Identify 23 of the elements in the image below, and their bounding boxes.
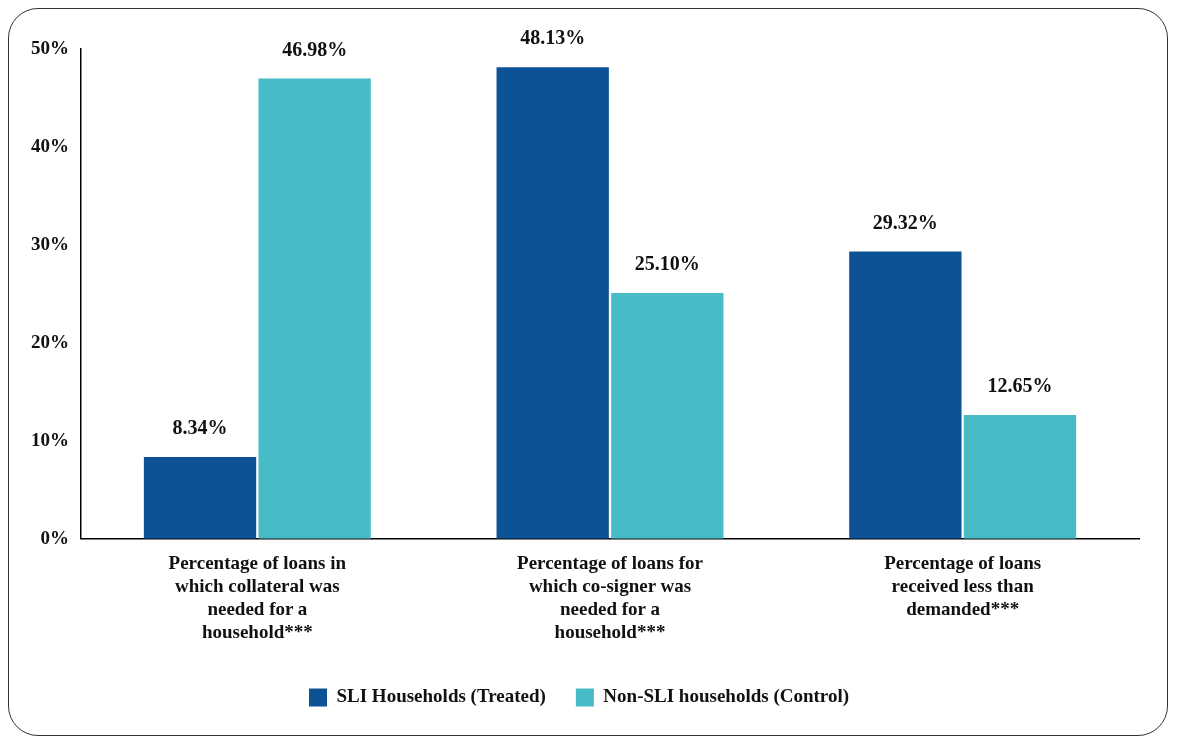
data-label: 29.32% (872, 210, 938, 233)
bar (496, 67, 609, 539)
data-label: 25.10% (634, 252, 700, 275)
data-label: 46.98% (282, 37, 348, 60)
data-label: 8.34% (172, 416, 228, 439)
x-tick-label: Percentage of loans in which collateral was needed for a household*** (168, 552, 347, 642)
y-tick-label: 10% (31, 428, 69, 450)
data-label: 48.13% (520, 26, 586, 49)
y-tick-label: 0% (40, 526, 69, 548)
bar (963, 414, 1077, 539)
x-tick-label: Percentage of loans received less than demanded*** (884, 552, 1042, 619)
bar (849, 251, 962, 539)
legend-label: SLI Households (Treated) (336, 685, 546, 708)
bar (143, 457, 257, 539)
bar (258, 78, 371, 539)
y-tick-label: 40% (31, 134, 69, 156)
legend-label: Non-SLI households (Control) (603, 685, 850, 708)
y-tick-label: 20% (31, 330, 69, 352)
bar (611, 292, 724, 539)
y-tick-label: 50% (31, 36, 69, 58)
data-label: 12.65% (987, 374, 1053, 397)
y-tick-label: 30% (31, 232, 69, 254)
x-tick-label: Percentage of loans for which co-signer was needed for a household*** (517, 552, 704, 642)
